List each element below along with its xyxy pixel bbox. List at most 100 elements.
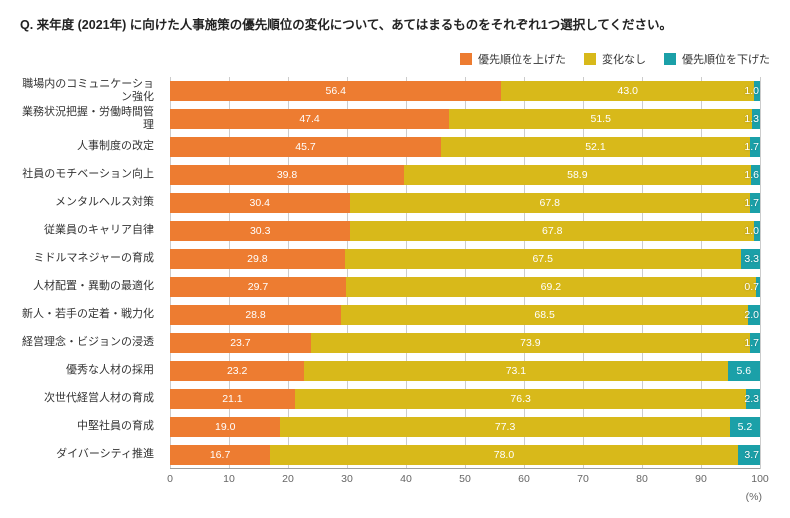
bar-segment-same: 43.0	[501, 81, 754, 101]
x-tick: 60	[518, 473, 530, 485]
chart-row: 中堅社員の育成19.077.35.2	[170, 413, 760, 441]
question-text: Q. 来年度 (2021年) に向けた人事施策の優先順位の変化について、あてはま…	[20, 14, 770, 33]
bar-segment-up: 23.2	[170, 361, 304, 381]
row-label: ダイバーシティ推進	[20, 448, 160, 461]
legend-swatch	[460, 53, 472, 65]
row-label: 業務状況把握・労働時間管理	[20, 106, 160, 132]
stacked-bar: 39.858.91.6	[170, 165, 760, 185]
bar-segment-same: 69.2	[346, 277, 756, 297]
bar-segment-same: 77.3	[280, 417, 729, 437]
bar-segment-down: 1.7	[750, 193, 760, 213]
row-label: 経営理念・ビジョンの浸透	[20, 336, 160, 349]
row-label: 次世代経営人材の育成	[20, 392, 160, 405]
chart-row: 経営理念・ビジョンの浸透23.773.91.7	[170, 329, 760, 357]
legend-item: 優先順位を上げた	[460, 51, 566, 67]
chart-row: 人事制度の改定45.752.11.7	[170, 133, 760, 161]
bar-segment-up: 29.8	[170, 249, 345, 269]
stacked-bar: 28.868.52.0	[170, 305, 760, 325]
bar-segment-down: 1.7	[750, 137, 760, 157]
segment-value: 2.0	[744, 309, 759, 321]
segment-value: 3.7	[744, 449, 759, 461]
chart-row: 職場内のコミュニケーション強化56.443.01.0	[170, 77, 760, 105]
bar-segment-down: 1.7	[750, 333, 760, 353]
bar-segment-up: 28.8	[170, 305, 341, 325]
row-label: 従業員のキャリア自律	[20, 224, 160, 237]
segment-value: 2.3	[744, 393, 759, 405]
x-axis-line	[170, 468, 760, 469]
stacked-bar: 19.077.35.2	[170, 417, 760, 437]
segment-value: 1.0	[744, 85, 759, 97]
bar-segment-down: 0.7	[756, 277, 760, 297]
legend-label: 優先順位を上げた	[478, 51, 566, 67]
bar-segment-same: 67.8	[350, 193, 750, 213]
stacked-bar: 29.867.53.3	[170, 249, 760, 269]
segment-value: 0.7	[744, 281, 759, 293]
x-tick: 40	[400, 473, 412, 485]
bar-segment-down: 5.2	[730, 417, 760, 437]
bar-segment-same: 73.1	[304, 361, 727, 381]
bar-segment-up: 16.7	[170, 445, 270, 465]
segment-value: 1.0	[744, 225, 759, 237]
bar-segment-same: 73.9	[311, 333, 750, 353]
segment-value: 3.3	[744, 253, 759, 265]
x-axis-unit: (%)	[746, 491, 762, 503]
x-tick: 100	[751, 473, 769, 485]
legend-swatch	[664, 53, 676, 65]
legend-label: 変化なし	[602, 51, 646, 67]
stacked-bar: 47.451.51.3	[170, 109, 760, 129]
bar-segment-same: 52.1	[441, 137, 750, 157]
bar-segment-same: 76.3	[295, 389, 747, 409]
row-label: 中堅社員の育成	[20, 420, 160, 433]
chart-row: 優秀な人材の採用23.273.15.6	[170, 357, 760, 385]
segment-value: 1.7	[744, 197, 759, 209]
bar-segment-down: 1.6	[751, 165, 760, 185]
chart-row: ミドルマネジャーの育成29.867.53.3	[170, 245, 760, 273]
legend-label: 優先順位を下げた	[682, 51, 770, 67]
stacked-bar: 23.273.15.6	[170, 361, 760, 381]
x-tick: 0	[167, 473, 173, 485]
chart-row: ダイバーシティ推進16.778.03.7	[170, 441, 760, 469]
row-label: 人材配置・異動の最適化	[20, 280, 160, 293]
segment-value: 1.7	[744, 141, 759, 153]
bar-segment-same: 58.9	[404, 165, 750, 185]
legend-item: 変化なし	[584, 51, 646, 67]
bar-segment-down: 1.3	[752, 109, 760, 129]
x-tick: 30	[341, 473, 353, 485]
stacked-bar: 45.752.11.7	[170, 137, 760, 157]
x-tick: 10	[223, 473, 235, 485]
bar-segment-down: 3.3	[741, 249, 760, 269]
row-label: メンタルヘルス対策	[20, 196, 160, 209]
chart-row: メンタルヘルス対策30.467.81.7	[170, 189, 760, 217]
stacked-bar: 21.176.32.3	[170, 389, 760, 409]
stacked-bar: 29.769.20.7	[170, 277, 760, 297]
stacked-bar: 23.773.91.7	[170, 333, 760, 353]
bar-segment-down: 1.0	[754, 81, 760, 101]
stacked-bar: 30.467.81.7	[170, 193, 760, 213]
segment-value: 1.7	[744, 337, 759, 349]
x-tick: 80	[636, 473, 648, 485]
chart-row: 人材配置・異動の最適化29.769.20.7	[170, 273, 760, 301]
x-tick: 20	[282, 473, 294, 485]
row-label: 優秀な人材の採用	[20, 364, 160, 377]
chart: 職場内のコミュニケーション強化56.443.01.0 業務状況把握・労働時間管理 4…	[20, 77, 770, 503]
stacked-bar: 16.778.03.7	[170, 445, 760, 465]
chart-row: 社員のモチベーション向上39.858.91.6	[170, 161, 760, 189]
bar-segment-down: 5.6	[728, 361, 760, 381]
stacked-bar: 56.443.01.0	[170, 81, 760, 101]
row-label: 社員のモチベーション向上	[20, 168, 160, 181]
bar-segment-down: 2.0	[748, 305, 760, 325]
legend-item: 優先順位を下げた	[664, 51, 770, 67]
row-label: 人事制度の改定	[20, 140, 160, 153]
stacked-bar: 30.367.81.0	[170, 221, 760, 241]
bar-segment-down: 3.7	[738, 445, 760, 465]
legend-swatch	[584, 53, 596, 65]
chart-row: 従業員のキャリア自律30.367.81.0	[170, 217, 760, 245]
bar-segment-same: 67.8	[350, 221, 754, 241]
legend: 優先順位を上げた 変化なし 優先順位を下げた	[20, 51, 770, 67]
bar-segment-up: 47.4	[170, 109, 449, 129]
bar-segment-up: 45.7	[170, 137, 441, 157]
chart-row: 次世代経営人材の育成21.176.32.3	[170, 385, 760, 413]
bar-segment-up: 39.8	[170, 165, 404, 185]
bar-segment-up: 21.1	[170, 389, 295, 409]
bar-segment-up: 29.7	[170, 277, 346, 297]
